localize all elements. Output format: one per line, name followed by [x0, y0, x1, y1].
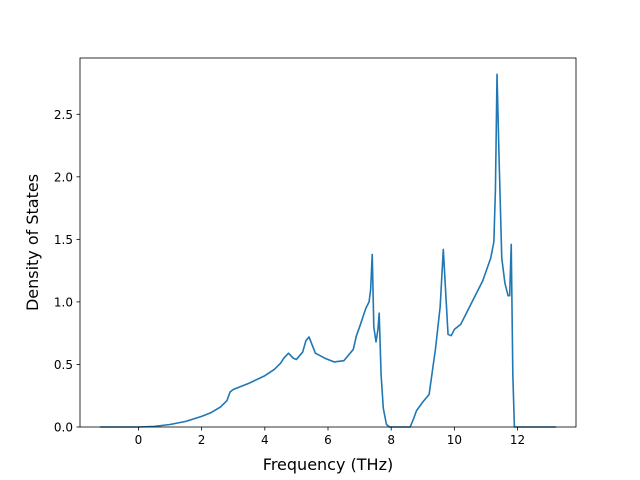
- x-tick-label: 0: [135, 433, 143, 447]
- dos-line-series: [99, 73, 557, 428]
- x-tick-label: 4: [261, 433, 269, 447]
- y-axis-label: Density of States: [23, 174, 42, 311]
- plot-area: [99, 73, 557, 428]
- x-tick-label: 2: [198, 433, 206, 447]
- y-tick-label: 1.5: [54, 233, 73, 247]
- axes-frame: [79, 57, 577, 428]
- axis-ticks: 0 2 4 6 8 10 12 0.0 0.5 1.0 1.5 2.0 2.5: [54, 108, 525, 447]
- y-tick-label: 0.0: [54, 421, 73, 435]
- y-tick-label: 1.0: [54, 295, 73, 309]
- x-tick-label: 6: [324, 433, 332, 447]
- x-tick-label: 10: [447, 433, 462, 447]
- y-tick-label: 0.5: [54, 358, 73, 372]
- y-tick-label: 2.5: [54, 108, 73, 122]
- x-tick-label: 12: [510, 433, 525, 447]
- x-axis-label: Frequency (THz): [263, 455, 393, 474]
- x-tick-label: 8: [387, 433, 395, 447]
- y-tick-label: 2.0: [54, 170, 73, 184]
